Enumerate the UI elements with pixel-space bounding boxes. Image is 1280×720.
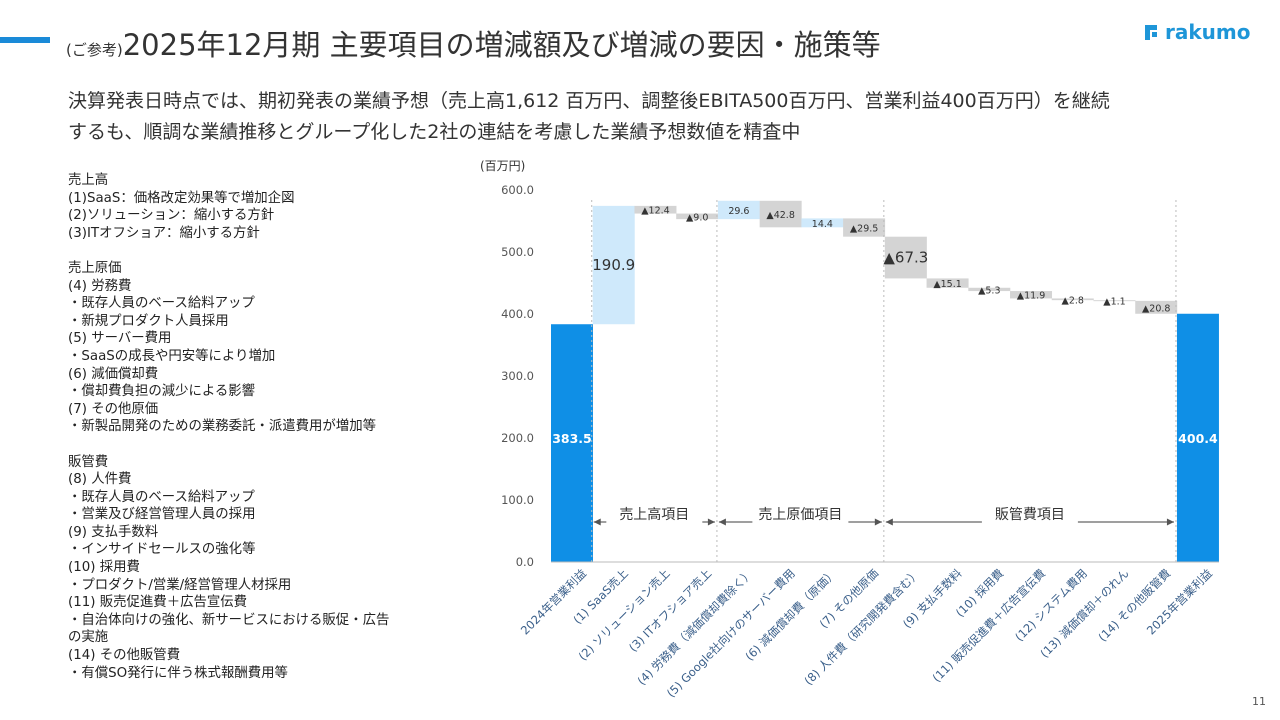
waterfall-bar (843, 218, 886, 237)
bar-value-label: 14.4 (812, 219, 833, 230)
note-line: ・既存人員のベース給料アップ (68, 296, 255, 312)
waterfall-bar (801, 218, 844, 228)
bar-value-label: ▲42.8 (766, 210, 794, 221)
waterfall-bar (551, 324, 593, 562)
arrow-right-icon (707, 518, 715, 526)
note-line: ・新規プロダクト人員採用 (68, 313, 229, 329)
notes-spacer (68, 436, 468, 454)
note-line: 販管費 (68, 454, 109, 470)
x-category-label: (14) その他販管費 (1095, 566, 1173, 644)
y-tick-label: 100.0 (501, 493, 534, 507)
note-line: (2)ソリューション：縮小する方針 (68, 208, 275, 224)
y-tick-label: 600.0 (501, 183, 534, 197)
bar-value-label: 400.4 (1178, 431, 1218, 446)
y-tick-label: 500.0 (501, 245, 534, 259)
arrow-left-icon (718, 518, 726, 526)
note-line: (1)SaaS：価格改定効果等で増加企図 (68, 190, 295, 206)
bar-value-label: ▲12.4 (641, 206, 669, 217)
bar-value-label: ▲67.3 (883, 249, 928, 267)
bar-value-label: ▲11.9 (1017, 291, 1045, 302)
waterfall-bar (717, 200, 760, 220)
x-category-label: 2024年営業利益 (518, 566, 589, 637)
bar-value-label: 190.9 (592, 256, 635, 274)
note-line: 売上原価 (68, 260, 122, 276)
waterfall-bar (884, 236, 927, 279)
waterfall-bar (1176, 313, 1219, 562)
waterfall-bar (1051, 298, 1094, 301)
bar-value-label: ▲20.8 (1142, 303, 1170, 314)
bar-value-label: ▲2.8 (1062, 295, 1084, 306)
bar-value-label: ▲29.5 (850, 224, 878, 235)
waterfall-bar (1093, 300, 1136, 302)
summary-line-1: 決算発表日時点では、期初発表の業績予想（売上高1,612 百万円、調整後EBIT… (68, 90, 1110, 112)
arrow-right-icon (1166, 518, 1174, 526)
bar-value-label: ▲1.1 (1103, 297, 1125, 308)
group-label: 売上原価項目 (758, 507, 842, 523)
rakumo-logo-icon (1145, 25, 1157, 40)
waterfall-bar (1135, 300, 1178, 314)
title-accent-bar (0, 37, 50, 43)
note-line: ・償却費負担の減少による影響 (68, 384, 256, 400)
x-category-label: (12) システム費用 (1012, 566, 1090, 644)
waterfall-bar (634, 205, 677, 214)
note-line: ・新製品開発のための業務委託・派遣費用が増加等 (68, 419, 376, 435)
y-tick-label: 300.0 (501, 369, 534, 383)
note-line: (7) その他原価 (68, 401, 159, 417)
bar-value-label: ▲9.0 (686, 212, 708, 223)
note-line: (10) 採用費 (68, 560, 140, 576)
note-line: (14) その他販管費 (68, 648, 181, 664)
y-tick-label: 0.0 (516, 555, 534, 569)
logo-text: rakumo (1165, 20, 1251, 44)
summary-text: 決算発表日時点では、期初発表の業績予想（売上高1,612 百万円、調整後EBIT… (68, 86, 1248, 148)
note-line: (4) 労務費 (68, 278, 132, 294)
page-title: (ご参考)2025年12月期 主要項目の増減額及び増減の要因・施策等 (66, 22, 881, 64)
notes-spacer (68, 242, 468, 260)
bar-value-label: ▲15.1 (933, 279, 961, 290)
group-label: 売上高項目 (619, 506, 689, 523)
note-line: ・営業及び経営管理人員の採用 (68, 507, 256, 523)
group-label: 販管費項目 (995, 507, 1065, 523)
note-line: (11) 販売促進費＋広告宣伝費 (68, 595, 248, 611)
waterfall-bar (759, 200, 802, 228)
factor-notes: 売上高 (1)SaaS：価格改定効果等で増加企図 (2)ソリューション：縮小する方針… (68, 172, 468, 682)
note-line: ・有償SO発行に伴う株式報酬費用等 (68, 665, 288, 681)
page-number: 11 (1252, 695, 1266, 708)
note-line: ・自治体向けの強化、新サービスにおける販促・広告 (68, 612, 390, 628)
bar-value-label: 383.5 (552, 431, 592, 446)
arrow-left-icon (885, 518, 893, 526)
note-line: ・インサイドセールスの強化等 (68, 542, 256, 558)
note-line: ・プロダクト/営業/経営管理人材採用 (68, 577, 292, 593)
note-line: (3)ITオフショア：縮小する方針 (68, 225, 260, 241)
waterfall-bar (676, 213, 719, 220)
y-unit-label: (百万円) (480, 159, 525, 173)
title-text: 2025年12月期 主要項目の増減額及び増減の要因・施策等 (122, 28, 881, 62)
note-line: (9) 支払手数料 (68, 524, 159, 540)
bar-value-label: 29.6 (728, 206, 749, 217)
y-tick-label: 400.0 (501, 307, 534, 321)
waterfall-bar (968, 287, 1011, 292)
title-prefix: (ご参考) (66, 41, 123, 59)
waterfall-chart: (百万円) 0.0 100.0 200.0 300.0 400.0 500.0 600.0 38… (480, 159, 1219, 700)
waterfall-bar (1010, 291, 1053, 299)
rakumo-logo: rakumo (1141, 20, 1250, 44)
note-line: (5) サーバー費用 (68, 331, 172, 347)
note-line: (8) 人件費 (68, 472, 132, 488)
summary-line-2: するも、順調な業績推移とグループ化した2社の連結を考慮した業績予想数値を精査中 (68, 121, 801, 143)
group-label-bg (606, 509, 703, 533)
arrow-left-icon (593, 518, 601, 526)
arrow-right-icon (874, 518, 882, 526)
group-label-bg (752, 509, 849, 533)
note-line: 売上高 (68, 173, 109, 188)
note-line: (6) 減価償却費 (68, 366, 159, 382)
note-line: ・SaaSの成長や円安等により増加 (68, 348, 276, 364)
group-label-bg (981, 509, 1078, 533)
waterfall-bar (926, 278, 969, 288)
waterfall-bar (592, 205, 635, 325)
bar-value-label: ▲5.3 (978, 285, 1000, 296)
note-line: ・既存人員のベース給料アップ (68, 489, 255, 505)
note-line: の実施 (68, 630, 109, 646)
y-tick-label: 200.0 (501, 431, 534, 445)
